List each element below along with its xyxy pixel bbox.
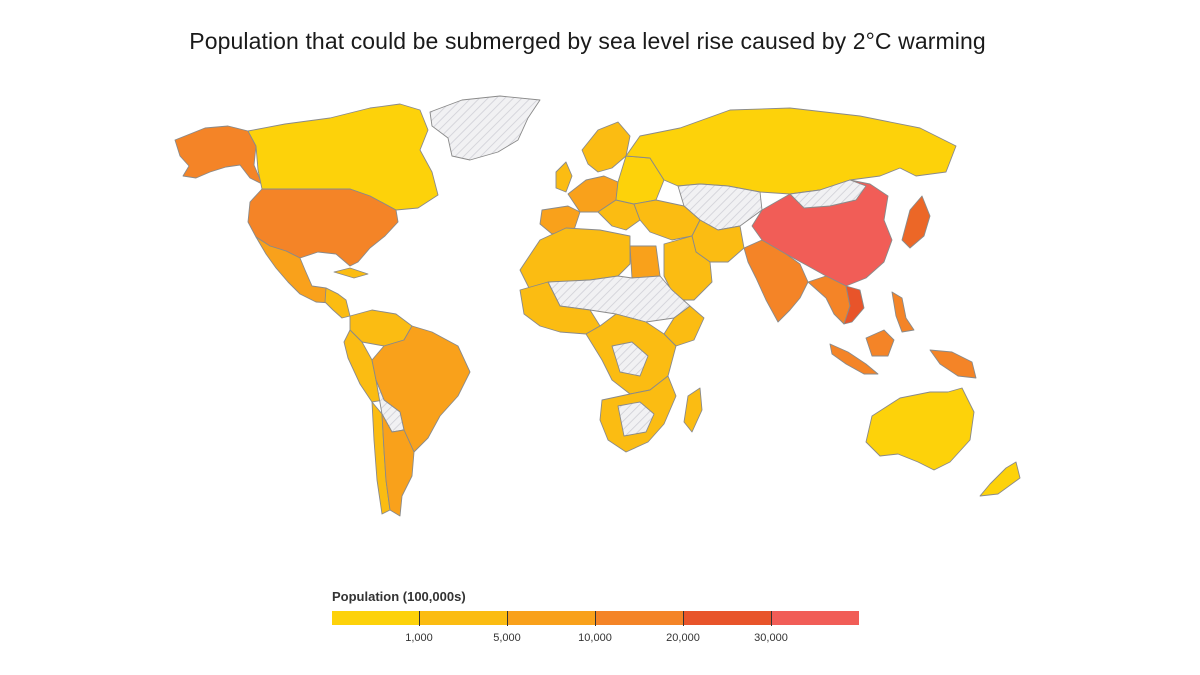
legend-tick-1 [419,611,420,626]
legend-tick-5 [771,611,772,626]
country-alaska [174,125,263,185]
country-indonesia-west [829,343,879,375]
country-vietnam [843,285,865,325]
legend-segment-5 [683,611,772,625]
legend-tick-label-2: 5,000 [493,632,521,644]
country-mongolia [789,179,867,209]
legend-tick-label-3: 10,000 [578,632,612,644]
country-japan [901,195,931,249]
country-australia [865,387,975,471]
map-title: Population that could be submerged by se… [189,28,986,54]
country-new-zealand [979,461,1021,497]
country-philippines [891,291,915,333]
country-borneo [865,329,895,357]
country-argentina [381,413,415,517]
country-egypt [629,245,661,279]
legend-tick-label-4: 20,000 [666,632,700,644]
country-congo-basin [611,341,649,377]
legend-title: Population (100,000s) [332,589,466,604]
country-uk [555,161,573,193]
country-greenland [429,95,541,161]
country-peru [343,329,385,403]
country-cuba [333,267,369,279]
country-central-america [324,287,351,319]
legend-segment-6 [771,611,859,625]
country-scandinavia [581,121,631,173]
legend-color-bar [332,611,859,625]
country-arabia [663,235,713,301]
legend-segment-1 [332,611,420,625]
legend-segment-2 [419,611,508,625]
country-southern-africa-interior [617,401,655,437]
country-new-guinea [929,349,977,379]
legend-tick-label-5: 30,000 [754,632,788,644]
legend-tick-label-1: 1,000 [405,632,433,644]
world-map [174,95,1021,517]
legend-tick-4 [683,611,684,626]
country-russia [625,107,957,195]
legend-tick-2 [507,611,508,626]
country-madagascar [683,387,703,433]
legend-tick-3 [595,611,596,626]
legend-segment-3 [507,611,596,625]
legend-segment-4 [595,611,684,625]
